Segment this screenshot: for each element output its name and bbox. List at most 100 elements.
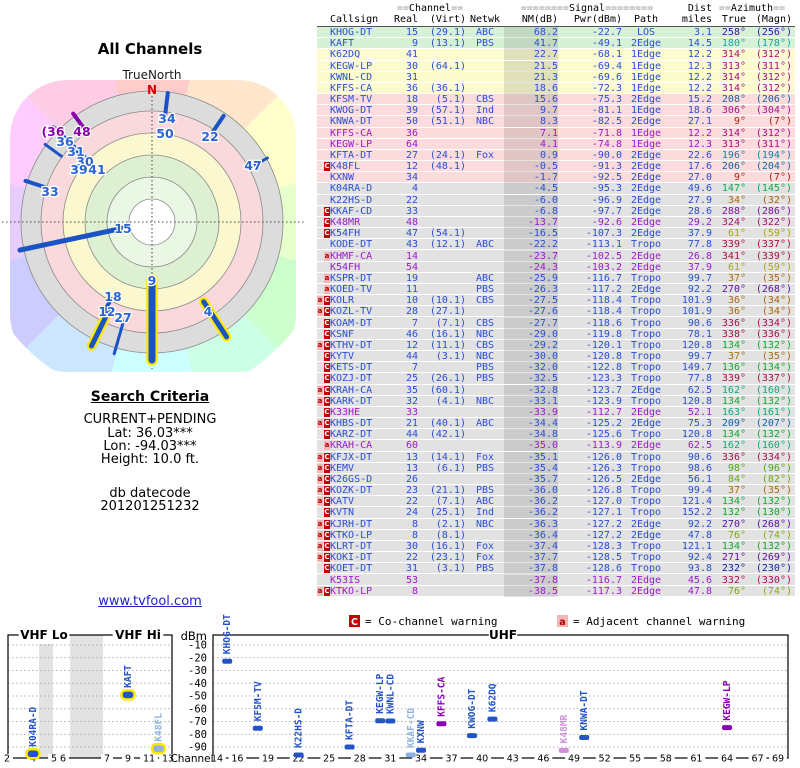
db-datecode-value: 201201251232 bbox=[100, 499, 200, 514]
cell-vi: (3.1) bbox=[435, 563, 466, 575]
adjacent-channel-warning-icon: a bbox=[317, 419, 323, 429]
cell-re: 8 bbox=[411, 518, 418, 530]
adjacent-channel-warning-icon: a bbox=[324, 251, 330, 261]
co-channel-legend-icon: C bbox=[351, 617, 358, 628]
cell-tr: 76° bbox=[727, 585, 746, 597]
cell-pw: -123.9 bbox=[585, 395, 622, 407]
cell-tr: 132° bbox=[721, 507, 746, 519]
tvfool-link[interactable]: www.tvfool.com bbox=[98, 594, 202, 609]
station-row: a C KOKI-DT 22 (23.1) Fox -37.7 -128.5 Tropo 92.4… bbox=[317, 552, 795, 564]
cell-vi: (7.1) bbox=[435, 317, 466, 329]
cell-cs: K62DQ bbox=[330, 49, 361, 61]
cell-nm: -35.4 bbox=[504, 462, 558, 474]
cell-pa: Tropo bbox=[630, 540, 662, 552]
cell-re: 8 bbox=[411, 529, 418, 541]
station-marker bbox=[487, 716, 498, 722]
cell-pw: -96.9 bbox=[591, 194, 622, 206]
cell-mi: 56.1 bbox=[687, 473, 712, 485]
channel-tick-label: 16 bbox=[228, 754, 247, 767]
cell-vi: (4.1) bbox=[435, 395, 466, 407]
co-channel-warning-icon: C bbox=[324, 530, 330, 540]
cell-pa: 2Edge bbox=[630, 418, 662, 430]
cell-mi: 29.2 bbox=[687, 217, 712, 228]
cell-mg: (311°) bbox=[755, 138, 792, 150]
cell-mg: (34°) bbox=[761, 306, 792, 318]
cell-cs: KETS-DT bbox=[330, 362, 373, 374]
cell-mi: 99.4 bbox=[687, 485, 712, 497]
cell-pa: 2Edge bbox=[630, 183, 662, 195]
cell-nm: 4.1 bbox=[504, 138, 558, 150]
cell-mg: (74°) bbox=[761, 585, 792, 597]
cell-nm: -1.7 bbox=[504, 172, 558, 184]
cell-re: 31 bbox=[405, 563, 418, 575]
station-row: a C KATV 22 (7.1) ABC -36.2 -127.0 Tropo 121.4 134… bbox=[317, 496, 795, 508]
dbm-tick-label: -50 bbox=[188, 691, 207, 703]
cell-mi: 77.8 bbox=[687, 373, 712, 385]
channel-tick-label: 43 bbox=[503, 754, 522, 767]
cell-nw: Fox bbox=[475, 540, 495, 552]
cell-pw: -126.0 bbox=[585, 451, 622, 463]
radar-channel-label: 18 bbox=[104, 289, 121, 304]
co-channel-warning-icon: C bbox=[324, 307, 330, 317]
co-channel-warning-icon: C bbox=[324, 419, 330, 429]
cell-cs: KOAM-DT bbox=[330, 317, 373, 329]
station-row: C K54FH 47 (54.1) -16.5 -107.3 2Edge 37.9 61° (59… bbox=[317, 228, 795, 240]
station-row: a C KEMV 13 (6.1) PBS -35.4 -126.3 Tropo 98.6 98° (… bbox=[317, 462, 795, 474]
cell-re: 12 bbox=[405, 339, 418, 351]
cell-pa: Tropo bbox=[630, 362, 662, 374]
cell-re: 60 bbox=[405, 440, 418, 452]
cell-vi: (23.1) bbox=[429, 552, 466, 564]
cell-mi: 62.5 bbox=[687, 384, 712, 396]
cell-nm: -36.4 bbox=[504, 529, 558, 541]
channel-tick-label: 7 bbox=[101, 754, 113, 767]
co-channel-warning-icon: C bbox=[324, 553, 330, 563]
cell-re: 46 bbox=[405, 328, 418, 340]
cell-mg: (145°) bbox=[755, 183, 792, 195]
station-row: KFFS-CA 36 7.1 -71.8 1Edge 12.2 314° (312°) bbox=[317, 127, 795, 139]
cell-tr: 270° bbox=[721, 284, 746, 296]
cell-pw: -74.8 bbox=[591, 138, 622, 150]
cell-mg: (312°) bbox=[755, 71, 792, 83]
cell-pa: Tropo bbox=[630, 306, 662, 318]
cell-tr: 61° bbox=[727, 261, 746, 273]
cell-cs: KKAF-CD bbox=[330, 205, 373, 217]
cell-tr: 232° bbox=[721, 563, 746, 575]
cell-tr: 36° bbox=[727, 306, 746, 318]
cell-nm: -35.7 bbox=[504, 473, 558, 485]
cell-nm: -29.2 bbox=[504, 339, 558, 351]
column-header-mg: (Magn) bbox=[755, 14, 792, 25]
radar-subtitle: TrueNorth bbox=[121, 68, 181, 82]
svg-text:14: 14 bbox=[211, 754, 223, 765]
svg-text:37: 37 bbox=[446, 754, 458, 765]
cell-vi: (13.1) bbox=[429, 38, 466, 50]
cell-nm: -36.3 bbox=[504, 518, 558, 530]
channel-tick-label: 61 bbox=[687, 754, 706, 767]
radar-spoke bbox=[17, 225, 126, 253]
cell-vi: (27.1) bbox=[429, 306, 466, 318]
radar-title: All Channels bbox=[98, 40, 203, 58]
cell-mi: 99.7 bbox=[687, 272, 712, 284]
cell-nm: -29.0 bbox=[504, 328, 558, 340]
svg-text:22: 22 bbox=[293, 754, 305, 765]
cell-pa: 2Edge bbox=[630, 217, 662, 228]
co-channel-warning-icon: C bbox=[324, 385, 330, 395]
column-header-nm: NM(dB) bbox=[521, 14, 558, 25]
cell-vi: (11.1) bbox=[429, 339, 466, 351]
cell-vi: (16.1) bbox=[429, 540, 466, 552]
channel-tick-label: 49 bbox=[565, 754, 583, 767]
cell-re: 10 bbox=[405, 295, 418, 307]
radar-channel-label: 22 bbox=[201, 129, 218, 144]
cell-re: 36 bbox=[405, 82, 418, 94]
cell-cs: K22HS-D bbox=[330, 194, 373, 206]
svg-text:25: 25 bbox=[323, 754, 335, 765]
co-channel-warning-icon: C bbox=[324, 463, 330, 473]
radar-channel-label: (36 bbox=[41, 124, 64, 139]
station-row: a C KTHV-DT 12 (11.1) CBS -29.2 -120.1 Tropo 120.… bbox=[317, 339, 795, 351]
co-channel-warning-icon: C bbox=[324, 352, 330, 362]
cell-mi: 3.1 bbox=[693, 27, 712, 39]
cell-pa: 2Edge bbox=[630, 38, 662, 50]
cell-pw: -127.2 bbox=[585, 529, 622, 541]
cell-nw: CBS bbox=[475, 317, 495, 329]
cell-re: 18 bbox=[405, 94, 418, 106]
cell-pw: -72.3 bbox=[591, 82, 622, 94]
